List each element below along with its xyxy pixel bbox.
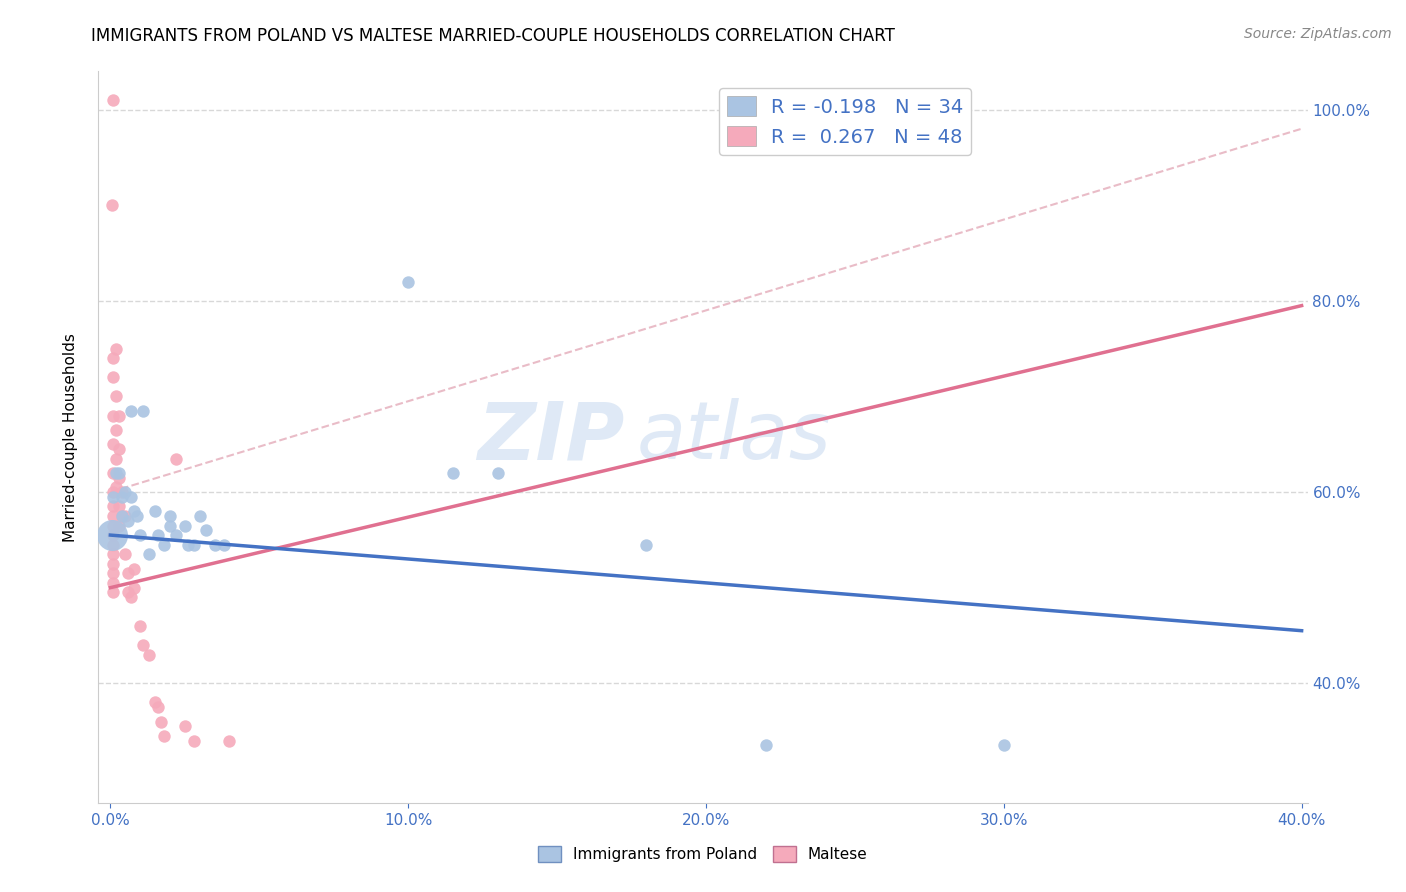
Point <box>103 528 125 542</box>
Text: ZIP: ZIP <box>477 398 624 476</box>
Point <box>122 581 145 595</box>
Point <box>204 538 226 552</box>
Point <box>194 524 217 538</box>
Point <box>138 648 160 662</box>
Point <box>183 733 205 747</box>
Point <box>114 547 136 561</box>
Point <box>103 508 125 523</box>
Point <box>103 547 125 561</box>
Point <box>120 404 142 418</box>
Point <box>138 547 160 561</box>
Point <box>108 518 131 533</box>
Point <box>132 638 155 652</box>
Point <box>103 490 125 504</box>
Point <box>103 370 125 384</box>
Point <box>754 739 776 753</box>
Point <box>103 351 125 366</box>
Point <box>103 538 125 552</box>
Point <box>159 508 181 523</box>
Point <box>120 591 142 605</box>
Point <box>111 508 134 523</box>
Point <box>103 557 125 571</box>
Point <box>188 508 211 523</box>
Point <box>146 528 169 542</box>
Point <box>101 528 124 542</box>
Point <box>212 538 235 552</box>
Point <box>103 566 125 581</box>
Point <box>486 466 509 480</box>
Point <box>143 504 166 518</box>
Point <box>117 514 139 528</box>
Point <box>108 471 131 485</box>
Point <box>173 719 195 733</box>
Point <box>153 538 176 552</box>
Text: atlas: atlas <box>637 398 831 476</box>
Point <box>108 442 131 456</box>
Point <box>183 538 205 552</box>
Point <box>149 714 172 729</box>
Point <box>105 480 128 494</box>
Point <box>129 528 152 542</box>
Point <box>103 500 125 514</box>
Point <box>159 518 181 533</box>
Point <box>117 566 139 581</box>
Point <box>103 466 125 480</box>
Point <box>111 508 134 523</box>
Y-axis label: Married-couple Households: Married-couple Households <box>63 333 77 541</box>
Point <box>108 466 131 480</box>
Point <box>111 490 134 504</box>
Point <box>108 409 131 423</box>
Point <box>177 538 200 552</box>
Point <box>129 619 152 633</box>
Point <box>105 389 128 403</box>
Point <box>117 585 139 599</box>
Text: Source: ZipAtlas.com: Source: ZipAtlas.com <box>1244 27 1392 41</box>
Point <box>636 538 658 552</box>
Point <box>103 409 125 423</box>
Point <box>114 508 136 523</box>
Point <box>122 504 145 518</box>
Point <box>103 575 125 590</box>
Point <box>143 695 166 709</box>
Point <box>153 729 176 743</box>
Point <box>108 500 131 514</box>
Point <box>441 466 464 480</box>
Point <box>120 490 142 504</box>
Point <box>122 561 145 575</box>
Point <box>218 733 240 747</box>
Point <box>127 508 149 523</box>
Point <box>103 93 125 107</box>
Point <box>101 198 124 212</box>
Point <box>114 485 136 500</box>
Point <box>165 528 187 542</box>
Point <box>132 404 155 418</box>
Legend: Immigrants from Poland, Maltese: Immigrants from Poland, Maltese <box>533 840 873 868</box>
Point <box>105 423 128 437</box>
Point <box>173 518 195 533</box>
Text: IMMIGRANTS FROM POLAND VS MALTESE MARRIED-COUPLE HOUSEHOLDS CORRELATION CHART: IMMIGRANTS FROM POLAND VS MALTESE MARRIE… <box>91 27 896 45</box>
Point <box>993 739 1015 753</box>
Point <box>111 485 134 500</box>
Point <box>396 275 419 289</box>
Point <box>105 466 128 480</box>
Point <box>105 451 128 466</box>
Point <box>103 437 125 451</box>
Point <box>105 342 128 356</box>
Point <box>165 451 187 466</box>
Point <box>103 518 125 533</box>
Point <box>146 700 169 714</box>
Point <box>103 485 125 500</box>
Point <box>103 585 125 599</box>
